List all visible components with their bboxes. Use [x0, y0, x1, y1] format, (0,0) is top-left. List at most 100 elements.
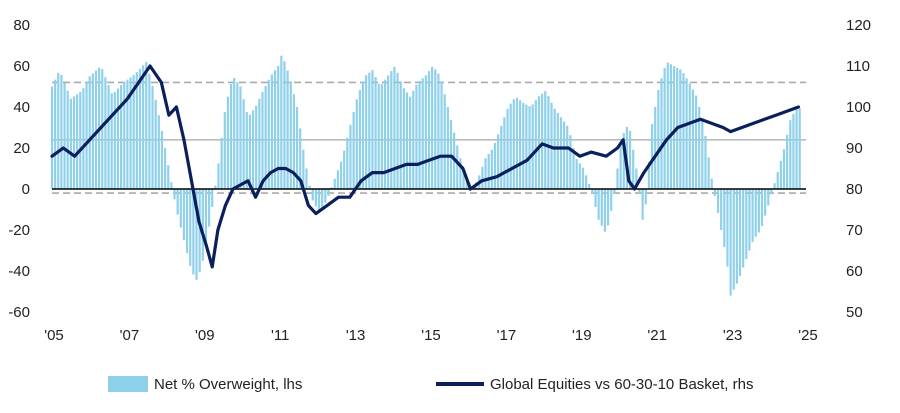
bar-mark — [246, 112, 248, 189]
bar-mark — [497, 134, 499, 189]
bar-mark — [54, 80, 56, 189]
bar-mark — [145, 62, 147, 189]
x-tick-label: '19 — [572, 327, 592, 344]
bar-mark — [236, 82, 238, 189]
bar-mark — [777, 172, 779, 189]
bar-mark — [799, 108, 801, 189]
bar-mark — [217, 163, 219, 189]
bar-mark — [736, 189, 738, 284]
bar-mark — [428, 71, 430, 189]
bar-mark — [607, 189, 609, 225]
bar-mark — [409, 97, 411, 189]
bar-mark — [205, 189, 207, 244]
bar-mark — [142, 65, 144, 189]
bar-mark — [315, 189, 317, 206]
x-tick-label: '17 — [497, 327, 517, 344]
bar-mark — [582, 168, 584, 189]
bar-mark — [327, 189, 329, 196]
bar-mark — [139, 69, 141, 189]
bar-mark — [679, 69, 681, 189]
bar-mark — [136, 72, 138, 189]
bar-mark — [312, 189, 314, 200]
left-tick-label: 60 — [13, 58, 30, 75]
bar-mark — [506, 109, 508, 189]
bar-mark — [82, 88, 84, 189]
x-tick-label: '09 — [195, 327, 215, 344]
bar-mark — [686, 78, 688, 189]
bar-mark — [211, 189, 213, 207]
bar-mark — [120, 85, 122, 189]
left-tick-label: -40 — [8, 263, 30, 280]
bar-mark — [252, 110, 254, 189]
bar-mark — [538, 96, 540, 189]
bar-mark — [79, 92, 81, 189]
bar-mark — [321, 189, 323, 209]
bar-mark — [57, 73, 59, 189]
bar-mark — [346, 138, 348, 189]
bar-mark — [645, 189, 647, 204]
bar-mark — [695, 96, 697, 189]
bar-mark — [488, 154, 490, 189]
bar-mark — [720, 189, 722, 230]
bar-mark — [723, 189, 725, 247]
bar-mark — [704, 136, 706, 189]
bar-mark — [579, 163, 581, 189]
bar-mark — [783, 149, 785, 189]
bar-mark — [117, 89, 119, 189]
x-axis-ticks: '05'07'09'11'13'15'17'19'21'23'25 — [44, 327, 818, 344]
bar-mark — [755, 189, 757, 237]
bar-mark — [660, 78, 662, 189]
bar-mark — [651, 124, 653, 189]
bar-mark — [610, 189, 612, 211]
right-tick-label: 50 — [846, 304, 863, 321]
left-tick-label: 40 — [13, 99, 30, 116]
left-tick-label: 20 — [13, 140, 30, 157]
bar-mark — [510, 104, 512, 189]
bar-mark — [654, 107, 656, 189]
bar-mark — [353, 112, 355, 189]
bar-mark — [349, 125, 351, 189]
bar-mark — [786, 135, 788, 189]
bar-mark — [566, 126, 568, 189]
bar-mark — [92, 73, 94, 189]
bar-mark — [180, 189, 182, 227]
bar-mark — [733, 189, 735, 290]
x-tick-label: '07 — [120, 327, 140, 344]
bar-mark — [532, 104, 534, 189]
bar-mark — [123, 82, 125, 189]
bar-mark — [440, 81, 442, 189]
left-tick-label: 80 — [13, 17, 30, 34]
bar-mark — [730, 189, 732, 296]
bar-mark — [111, 93, 113, 189]
bar-mark — [717, 189, 719, 213]
right-tick-label: 90 — [846, 140, 863, 157]
bar-mark — [767, 189, 769, 205]
bar-mark — [585, 175, 587, 189]
bar-mark — [114, 92, 116, 189]
right-tick-label: 110 — [846, 58, 870, 75]
bar-mark — [243, 99, 245, 189]
bar-mark — [456, 145, 458, 189]
bar-mark — [227, 97, 229, 189]
bar-mark — [51, 87, 53, 190]
bar-mark — [221, 138, 223, 189]
bar-mark — [795, 110, 797, 189]
bar-mark — [337, 170, 339, 189]
x-tick-label: '21 — [647, 327, 667, 344]
bar-mark — [748, 189, 750, 251]
legend-bar-swatch-icon — [108, 376, 148, 392]
bar-mark — [434, 69, 436, 189]
bar-mark — [560, 117, 562, 189]
legend-bar-label: Net % Overweight, lhs — [154, 376, 302, 393]
bar-mark — [761, 189, 763, 226]
bar-mark — [701, 120, 703, 189]
bar-mark — [89, 76, 91, 189]
bar-mark — [415, 85, 417, 189]
bar-mark — [396, 73, 398, 189]
left-axis-ticks: 806040200-20-40-60 — [8, 17, 30, 321]
x-tick-label: '25 — [798, 327, 818, 344]
bar-mark — [594, 189, 596, 207]
bar-mark — [745, 189, 747, 259]
bar-mark — [233, 78, 235, 189]
bar-mark — [418, 81, 420, 189]
